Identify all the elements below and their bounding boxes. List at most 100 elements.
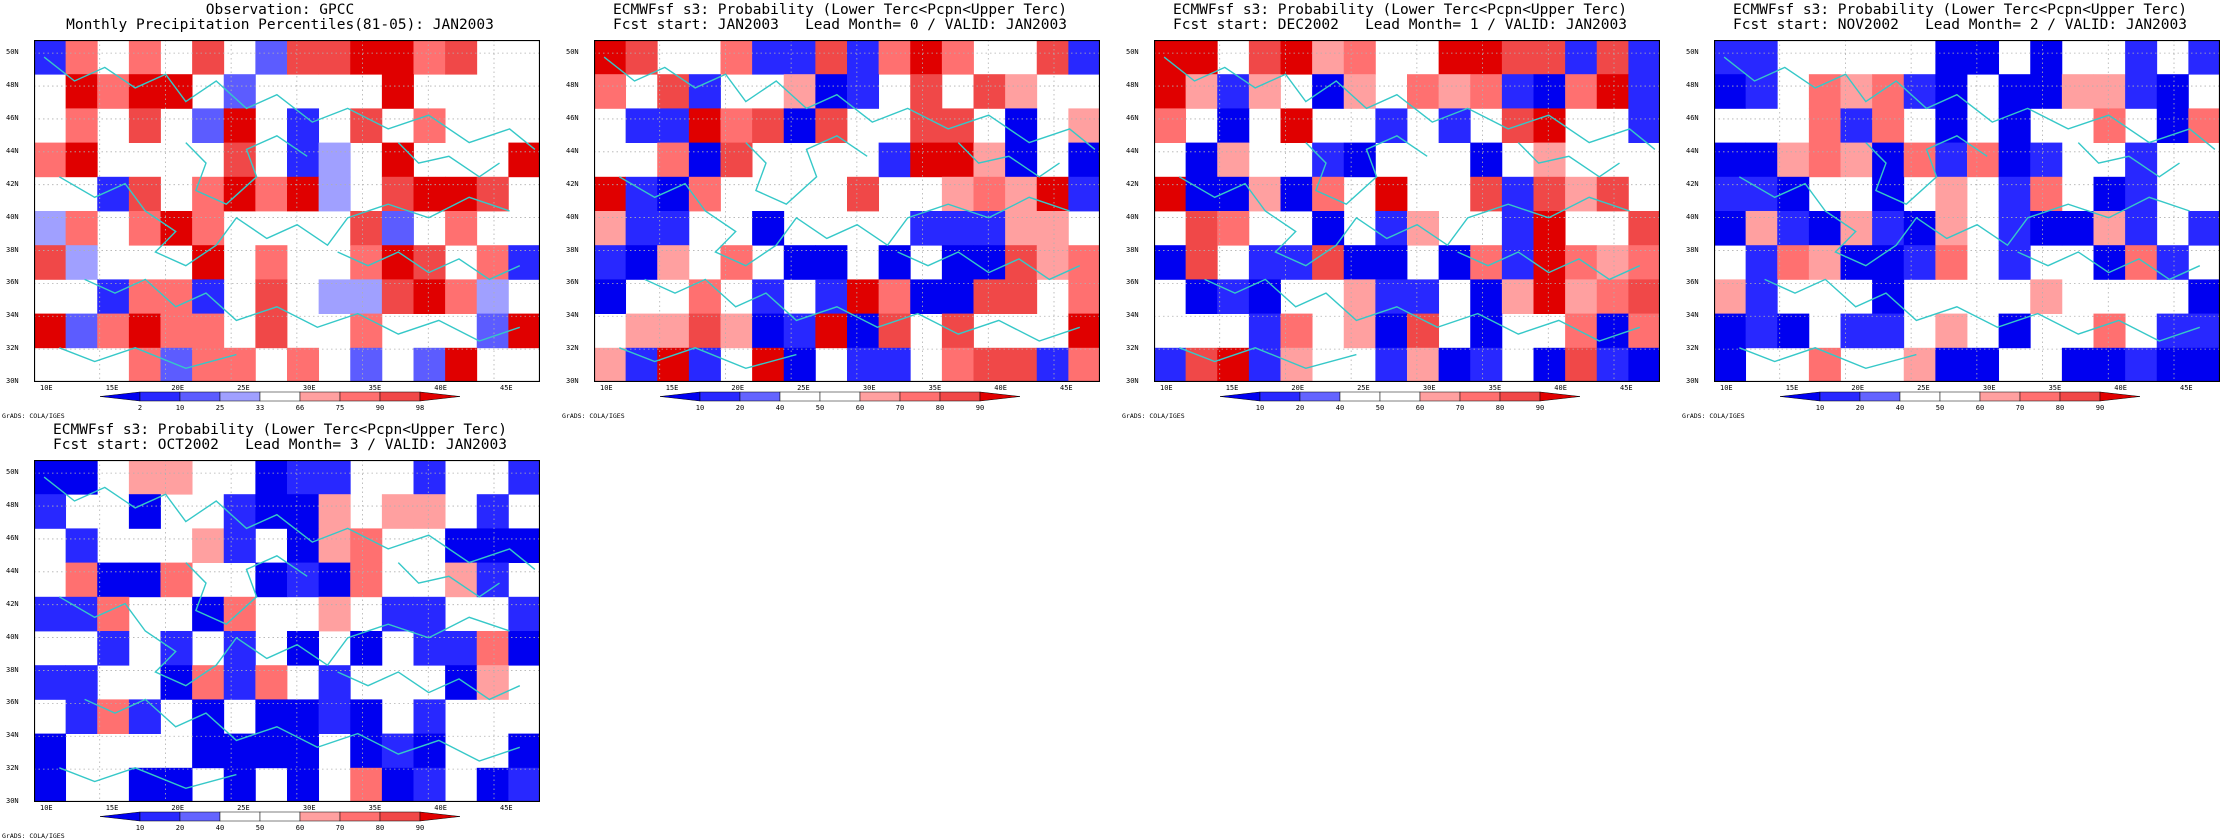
panel-title: Observation: GPCC bbox=[205, 2, 355, 18]
latitude-label: 38N bbox=[6, 665, 19, 674]
latitude-label: 40N bbox=[1686, 212, 1699, 221]
grid-cell bbox=[941, 279, 974, 314]
grid-cell bbox=[287, 142, 320, 178]
grid-cell bbox=[1745, 74, 1778, 109]
colorbar-swatch bbox=[379, 811, 421, 822]
colorbar-label: 80 bbox=[376, 824, 384, 832]
grid-cell bbox=[34, 665, 67, 700]
grid-cell bbox=[160, 460, 193, 495]
longitude-label: 10E bbox=[40, 384, 53, 392]
coastline bbox=[2017, 251, 2201, 281]
grid-cell bbox=[65, 562, 98, 598]
coastlines bbox=[603, 56, 1096, 370]
grid-cell bbox=[941, 245, 974, 280]
grid-cell bbox=[2093, 176, 2126, 212]
grid-cell bbox=[941, 211, 974, 246]
colorbar: 10 20 40 50 60 70 80 90 bbox=[1779, 391, 2141, 412]
grid-cell bbox=[1438, 245, 1471, 280]
grads-credit: GrADS: COLA/IGES bbox=[1122, 412, 1185, 420]
graticule bbox=[594, 40, 1100, 382]
colorbar-label: 10 bbox=[1816, 404, 1824, 412]
longitude-label: 10E bbox=[600, 384, 613, 392]
colorbar-label: 80 bbox=[936, 404, 944, 412]
colorbar-label: 90 bbox=[2096, 404, 2104, 412]
grid-cell bbox=[413, 596, 446, 632]
grid-cell bbox=[625, 347, 658, 382]
grid-cell bbox=[413, 347, 446, 382]
grid-cell bbox=[847, 279, 880, 314]
longitude-label: 20E bbox=[1291, 384, 1305, 392]
colorbar-swatch bbox=[299, 811, 341, 822]
latitude-label: 44N bbox=[6, 146, 19, 155]
grid-cell bbox=[594, 347, 627, 382]
grid-cell bbox=[192, 176, 225, 212]
grid-cell bbox=[223, 108, 256, 143]
map-area bbox=[1154, 40, 1660, 382]
grid-cell bbox=[413, 108, 446, 143]
panel-lead2: ECMWFsf s3: Probability (Lower Terc<Pcpn… bbox=[1680, 0, 2240, 420]
grid-cell bbox=[65, 313, 98, 349]
colorbar-swatch bbox=[699, 391, 741, 402]
grid-cell bbox=[1470, 347, 1503, 382]
grid-cell bbox=[1407, 74, 1440, 109]
grid-cell bbox=[1312, 176, 1345, 212]
colorbar-label: 40 bbox=[216, 824, 224, 832]
grid-cell bbox=[878, 40, 911, 75]
grid-cell bbox=[815, 40, 848, 75]
latitude-label: 36N bbox=[6, 278, 19, 287]
grid-cell bbox=[1628, 279, 1660, 314]
grid-cell bbox=[1005, 211, 1038, 246]
grid-cell bbox=[1154, 108, 1187, 143]
grid-cell bbox=[1248, 176, 1281, 212]
latitude-label: 38N bbox=[6, 245, 19, 254]
grid-cell bbox=[34, 733, 67, 769]
grid-cell bbox=[255, 733, 288, 769]
grid-cell bbox=[625, 211, 658, 246]
grid-cell bbox=[657, 108, 690, 143]
longitude-label: 25E bbox=[797, 384, 810, 392]
grid-cell bbox=[1903, 347, 1936, 382]
colorbar-label: 20 bbox=[1296, 404, 1304, 412]
latitude-label: 46N bbox=[566, 113, 579, 122]
longitude-label: 20E bbox=[731, 384, 745, 392]
coastline bbox=[397, 562, 500, 598]
grid-cell bbox=[720, 142, 753, 178]
grid-cell bbox=[1808, 74, 1841, 109]
grid-cell bbox=[1596, 40, 1629, 75]
panel-subtitle: Monthly Precipitation Percentiles(81-05)… bbox=[66, 17, 494, 33]
grid-cell bbox=[128, 74, 161, 109]
grid-cell bbox=[1280, 313, 1313, 349]
grid-cell bbox=[476, 176, 509, 212]
grid-cell bbox=[413, 245, 446, 280]
grid-cell bbox=[1714, 40, 1747, 75]
colorbar-label: 20 bbox=[176, 824, 184, 832]
grid-cell bbox=[1935, 108, 1968, 143]
colorbar-swatch bbox=[1299, 391, 1341, 402]
grid-cell bbox=[1470, 313, 1503, 349]
longitude-label: 30E bbox=[302, 804, 316, 812]
map-area bbox=[34, 460, 540, 802]
grid-cell bbox=[381, 279, 414, 314]
latitude-label: 40N bbox=[6, 632, 19, 641]
grid-cell bbox=[1808, 142, 1841, 178]
grid-cell bbox=[128, 767, 161, 802]
grid-cell bbox=[720, 313, 753, 349]
colorbar-swatch bbox=[1259, 391, 1301, 402]
grid-cell bbox=[910, 108, 943, 143]
grid-cell bbox=[1312, 40, 1345, 75]
coastline bbox=[337, 671, 521, 701]
grid-cell bbox=[1777, 211, 1810, 246]
longitude-label: 45E bbox=[500, 804, 513, 812]
grid-cell bbox=[1935, 347, 1968, 382]
panel-subtitle: Fcst start: OCT2002 Lead Month= 3 / VALI… bbox=[53, 437, 507, 453]
grid-cell bbox=[1343, 40, 1376, 75]
longitude-label: 20E bbox=[1851, 384, 1865, 392]
grid-cell bbox=[287, 528, 320, 563]
longitude-label: 45E bbox=[2180, 384, 2193, 392]
grads-credit: GrADS: COLA/IGES bbox=[2, 832, 65, 840]
grid-cell bbox=[1185, 211, 1218, 246]
colorbar-label: 80 bbox=[1496, 404, 1504, 412]
grid-cell bbox=[1565, 347, 1598, 382]
colorbar-swatch bbox=[1499, 391, 1541, 402]
grid-cell bbox=[625, 108, 658, 143]
